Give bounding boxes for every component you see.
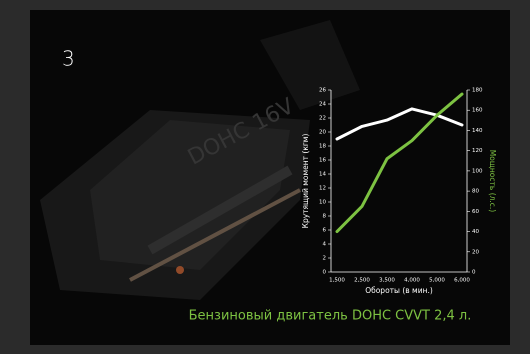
y2-tick-label: 40	[472, 229, 479, 235]
y2-tick-label: 80	[472, 189, 479, 195]
y-tick-label: 2	[323, 256, 327, 262]
x-axis-label: Обороты (в мин.)	[365, 286, 433, 295]
caption: Бензиновый двигатель DOHC CVVT 2,4 л.	[189, 309, 472, 324]
y2-tick-label: 20	[472, 249, 479, 255]
y2-axis-label: Мощность (л.с.)	[488, 150, 497, 213]
y2-tick-label: 140	[472, 128, 483, 134]
y2-tick-label: 0	[472, 270, 476, 276]
y2-tick-label: 160	[472, 108, 483, 114]
y-tick-label: 22	[319, 116, 326, 122]
x-tick-label: 5,000	[429, 278, 445, 284]
y-tick-label: 4	[323, 242, 327, 248]
y-tick-label: 24	[319, 102, 326, 108]
x-tick-label: 4,000	[404, 278, 420, 284]
y2-tick-label: 180	[472, 88, 483, 94]
y-tick-label: 8	[323, 214, 327, 220]
y-axis-label: Крутящий момент (кгм)	[301, 134, 310, 229]
y2-tick-label: 60	[472, 209, 479, 215]
x-tick-label: 1,500	[329, 278, 345, 284]
y-tick-label: 16	[319, 158, 326, 164]
x-tick-label: 2,500	[354, 278, 370, 284]
y2-tick-label: 120	[472, 148, 483, 154]
y-tick-label: 10	[319, 200, 326, 206]
line-series	[335, 107, 464, 141]
y-tick-label: 14	[319, 172, 326, 178]
y-tick-label: 6	[323, 228, 327, 234]
engine-image: DOHC 16V	[40, 20, 360, 300]
x-tick-label: 6,000	[454, 278, 470, 284]
y-tick-label: 12	[319, 186, 326, 192]
y2-tick-label: 100	[472, 168, 483, 174]
page-number: 3	[62, 47, 75, 71]
y-tick-label: 20	[319, 130, 326, 136]
y-tick-label: 18	[319, 144, 326, 150]
line-series	[335, 92, 464, 234]
y-tick-label: 26	[319, 88, 326, 94]
y-tick-label: 0	[323, 270, 327, 276]
x-tick-label: 3,500	[379, 278, 395, 284]
